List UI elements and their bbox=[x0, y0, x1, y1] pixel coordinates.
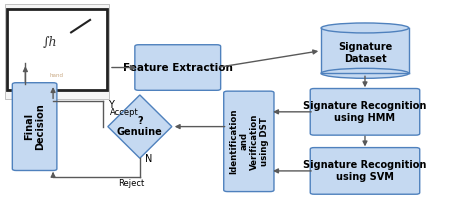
Text: ?
Genuine: ? Genuine bbox=[117, 116, 163, 137]
Text: Signature Recognition
using SVM: Signature Recognition using SVM bbox=[303, 160, 427, 182]
FancyBboxPatch shape bbox=[7, 9, 107, 90]
Text: N: N bbox=[145, 154, 152, 164]
Text: hand: hand bbox=[50, 73, 64, 78]
Ellipse shape bbox=[321, 68, 409, 78]
FancyBboxPatch shape bbox=[135, 45, 220, 90]
Polygon shape bbox=[108, 95, 172, 158]
FancyBboxPatch shape bbox=[310, 89, 419, 135]
FancyBboxPatch shape bbox=[5, 4, 109, 99]
FancyBboxPatch shape bbox=[12, 83, 57, 170]
FancyBboxPatch shape bbox=[224, 91, 274, 192]
Text: Y: Y bbox=[108, 100, 114, 110]
Text: ∫h: ∫h bbox=[43, 36, 57, 49]
FancyBboxPatch shape bbox=[321, 28, 409, 73]
FancyBboxPatch shape bbox=[310, 148, 419, 194]
Text: Feature Extraction: Feature Extraction bbox=[123, 62, 233, 73]
Text: Accept: Accept bbox=[110, 108, 139, 117]
Text: Signature Recognition
using HMM: Signature Recognition using HMM bbox=[303, 101, 427, 123]
Ellipse shape bbox=[321, 23, 409, 33]
Text: Signature
Dataset: Signature Dataset bbox=[338, 42, 392, 64]
Text: Reject: Reject bbox=[118, 179, 145, 188]
Text: Final
Decision: Final Decision bbox=[24, 103, 46, 150]
Text: Identification
and
Verification
using DST: Identification and Verification using DS… bbox=[229, 109, 269, 174]
